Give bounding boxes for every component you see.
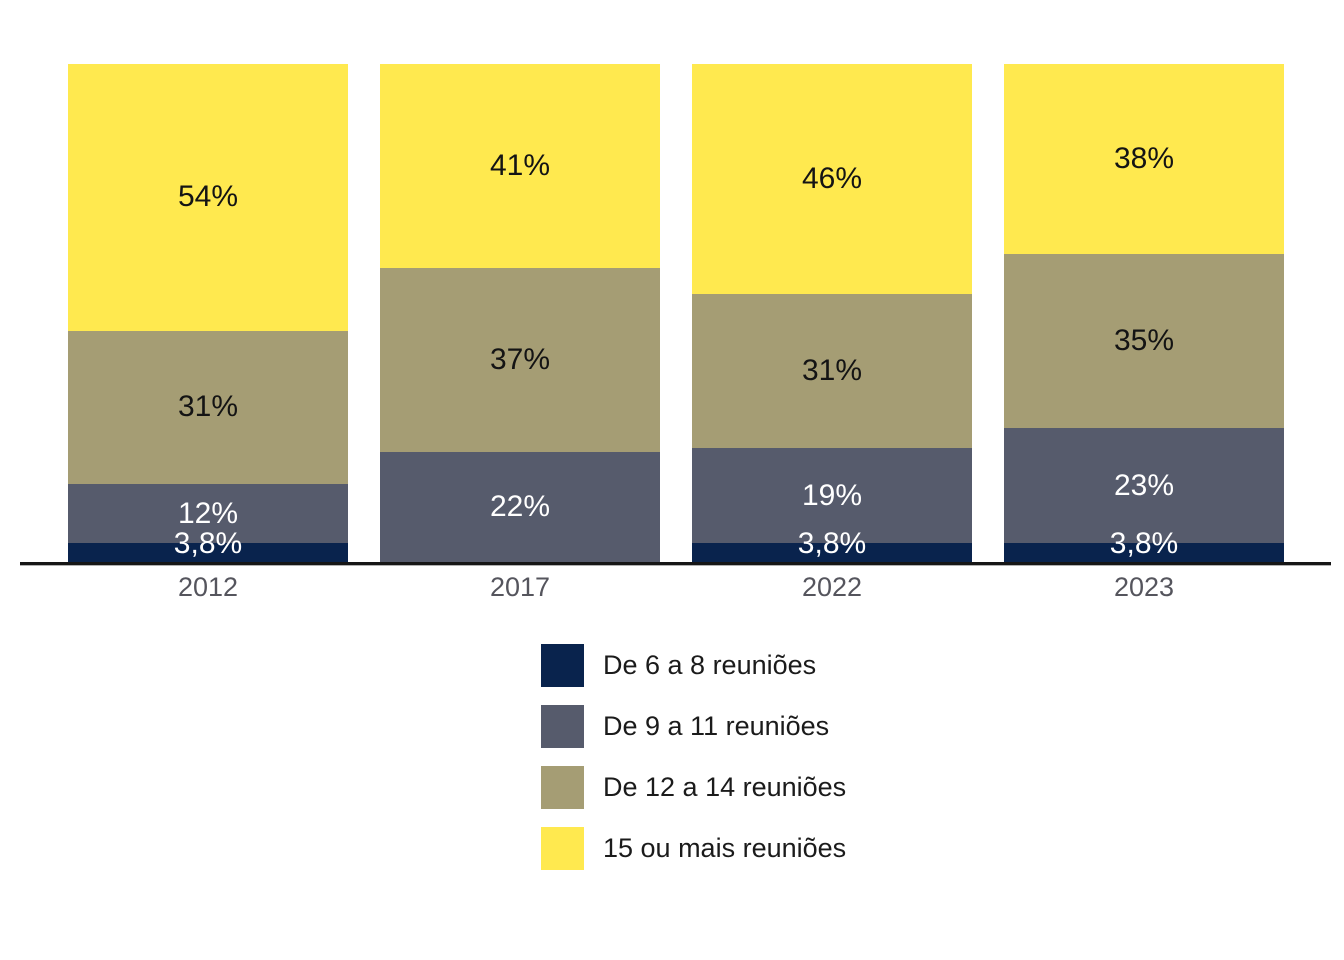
bar-segment: 35% [1004, 253, 1284, 429]
legend-item: 15 ou mais reuniões [541, 827, 846, 870]
bar-segment-label: 38% [1113, 141, 1175, 175]
bar-segment: 41% [380, 64, 660, 269]
bar-segment: 46% [692, 64, 972, 294]
bar-segment: 3,8% [1004, 528, 1284, 562]
bar-segment-label: 3,8% [797, 526, 867, 560]
legend: De 6 a 8 reuniões De 9 a 11 reuniões De … [541, 644, 846, 888]
legend-swatch-de-6-a-8-reunioes [541, 644, 584, 687]
legend-item: De 6 a 8 reuniões [541, 644, 846, 687]
bar-segment-label: 54% [177, 180, 239, 214]
legend-swatch-de-9-a-11-reunioes [541, 705, 584, 748]
bar-segment: 3,8% [68, 528, 348, 562]
legend-swatch-15-ou-mais-reunioes [541, 827, 584, 870]
legend-item: De 9 a 11 reuniões [541, 705, 846, 748]
legend-item: De 12 a 14 reuniões [541, 766, 846, 809]
x-axis-label-2022: 2022 [801, 572, 863, 602]
bar-segment: 31% [692, 293, 972, 449]
x-axis-labels: 2012 2017 2022 2023 [68, 572, 1284, 603]
bar-segment: 23% [1004, 428, 1284, 544]
bar-segment-label: 3,8% [173, 526, 243, 560]
legend-label: 15 ou mais reuniões [603, 833, 847, 863]
x-axis-line [20, 562, 1331, 566]
legend-swatch-de-12-a-14-reunioes [541, 766, 584, 809]
bar-segment: 19% [692, 448, 972, 544]
bar-segment-label: 31% [801, 353, 863, 387]
x-axis-label-2023: 2023 [1113, 572, 1175, 602]
bar-segment-label: 19% [801, 478, 863, 512]
bar-segment-label: 41% [489, 149, 551, 183]
bar-segment: 22% [380, 452, 660, 562]
plot-area: 54% 31% 12% 3,8% 41% 37% 22% 46% 31% 19% 3,8% 38% 35… [68, 64, 1284, 562]
bar-segment-label: 12% [177, 496, 239, 530]
bar-segment: 38% [1004, 64, 1284, 254]
bar-2022: 46% 31% 19% 3,8% [692, 64, 972, 562]
legend-label: De 6 a 8 reuniões [603, 650, 817, 680]
legend-label: De 9 a 11 reuniões [603, 711, 830, 741]
bar-segment: 3,8% [692, 528, 972, 562]
legend-label: De 12 a 14 reuniões [603, 772, 847, 802]
bar-segment: 54% [68, 64, 348, 331]
bar-segment: 37% [380, 268, 660, 453]
x-axis-label-2012: 2012 [177, 572, 239, 602]
bar-segment-label: 23% [1113, 468, 1175, 502]
bar-segment-label: 31% [177, 390, 239, 424]
bar-segment-label: 3,8% [1109, 526, 1179, 560]
bar-segment-label: 37% [489, 343, 551, 377]
bar-2012: 54% 31% 12% 3,8% [68, 64, 348, 562]
bar-2017: 41% 37% 22% [380, 64, 660, 562]
x-axis-label-2017: 2017 [489, 572, 551, 602]
bar-segment-label: 46% [801, 161, 863, 195]
bar-segment: 31% [68, 330, 348, 484]
bar-segment-label: 35% [1113, 323, 1175, 357]
bar-segment: 12% [68, 483, 348, 544]
bar-segment-label: 22% [489, 490, 551, 524]
bar-2023: 38% 35% 23% 3,8% [1004, 64, 1284, 562]
